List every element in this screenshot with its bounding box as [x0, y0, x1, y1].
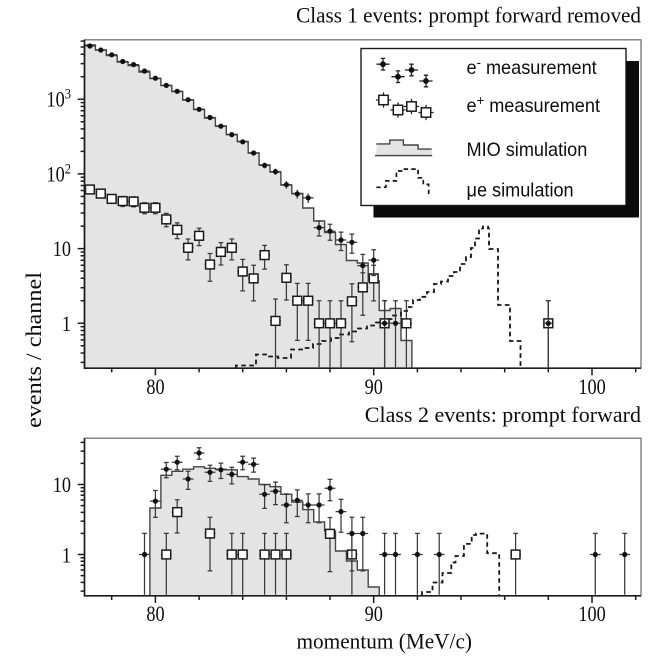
svg-text:MIO simulation: MIO simulation — [467, 138, 588, 160]
svg-text:1: 1 — [62, 544, 71, 568]
svg-text:Class 1 events: prompt forward: Class 1 events: prompt forward removed — [296, 3, 641, 28]
svg-text:80: 80 — [146, 376, 164, 400]
svg-text:90: 90 — [365, 603, 383, 627]
svg-text:90: 90 — [365, 376, 383, 400]
svg-text:100: 100 — [578, 603, 605, 627]
svg-text:10: 10 — [53, 474, 71, 498]
svg-text:Class 2 events: prompt forward: Class 2 events: prompt forward — [365, 402, 641, 427]
svg-text:events / channel: events / channel — [22, 272, 47, 428]
svg-text:1: 1 — [62, 313, 71, 337]
svg-text:102: 102 — [47, 160, 72, 186]
svg-text:e- measurement: e- measurement — [467, 55, 598, 79]
svg-text:momentum (MeV/c): momentum (MeV/c) — [297, 628, 472, 654]
svg-text:e+ measurement: e+ measurement — [467, 93, 601, 117]
svg-text:10: 10 — [53, 238, 71, 262]
svg-text:100: 100 — [578, 376, 605, 400]
svg-text:μe simulation: μe simulation — [467, 179, 574, 201]
svg-text:80: 80 — [146, 603, 164, 627]
